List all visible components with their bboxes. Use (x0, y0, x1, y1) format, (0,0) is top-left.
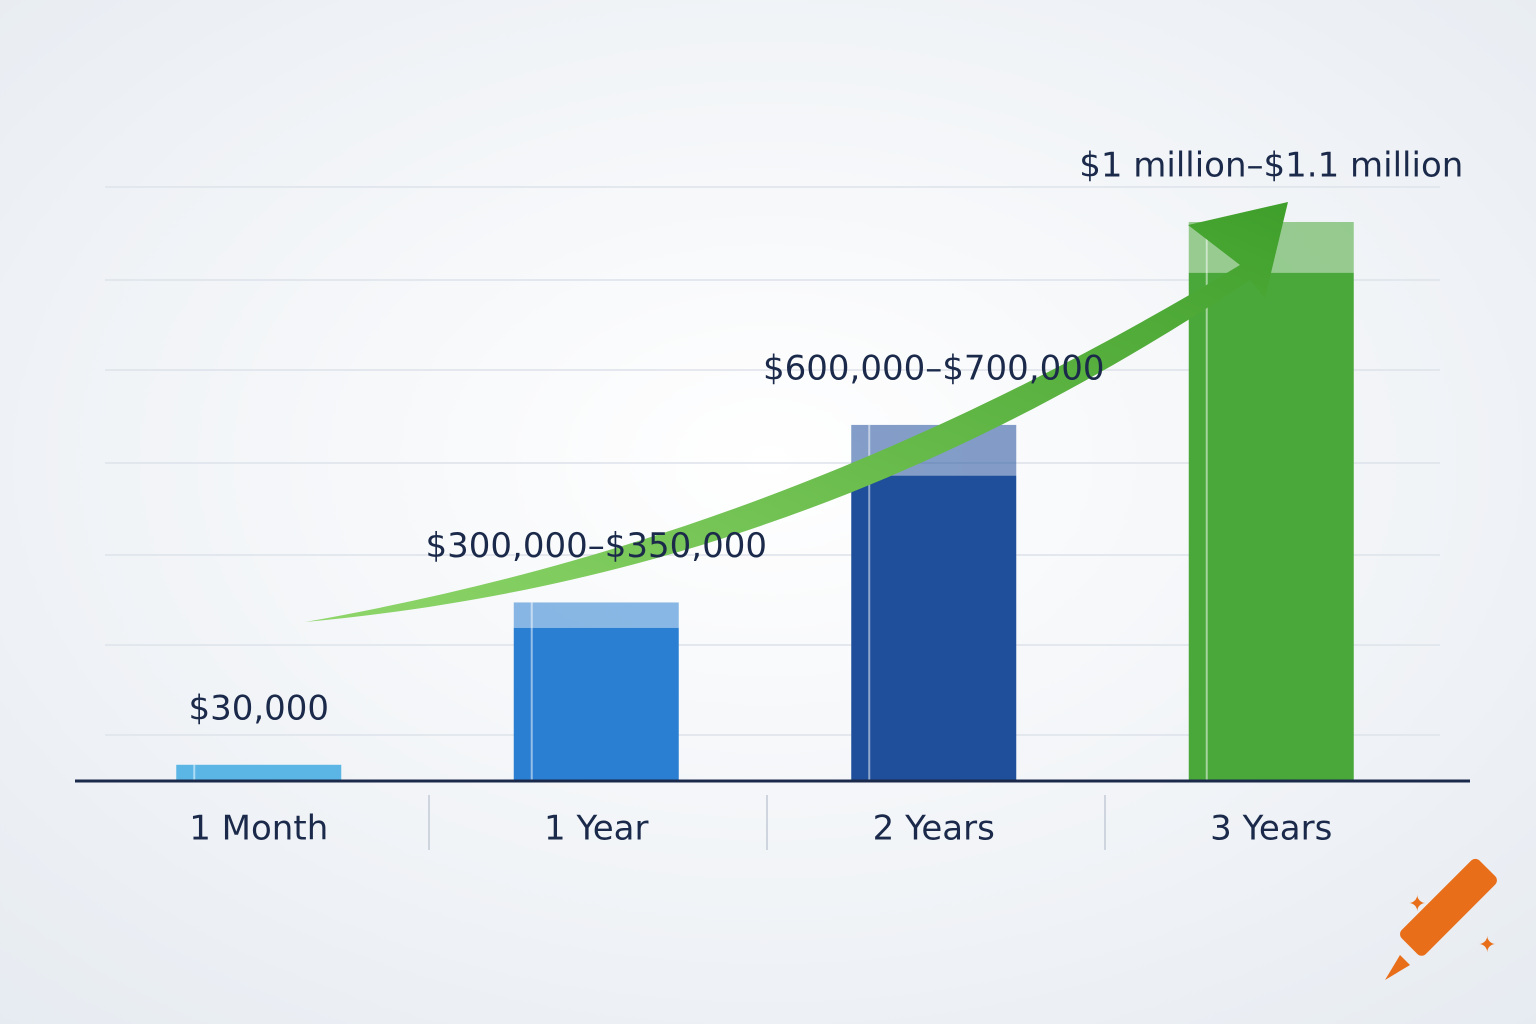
x-tick-label: 1 Year (544, 809, 648, 849)
value-label: $300,000–$350,000 (426, 526, 767, 566)
x-tick-label: 1 Month (189, 809, 328, 849)
bar (1188, 272, 1354, 780)
logo: ✦ ✦ (1385, 858, 1497, 980)
bar (176, 764, 342, 780)
bars (176, 222, 1354, 780)
dividers (428, 795, 1106, 850)
value-label: $1 million–$1.1 million (1079, 146, 1463, 186)
bar (513, 627, 679, 780)
svg-text:✦: ✦ (1478, 933, 1496, 958)
x-tick-label: 2 Years (873, 809, 995, 849)
value-label: $30,000 (188, 688, 329, 728)
svg-text:✦: ✦ (1408, 892, 1426, 917)
bar (851, 475, 1017, 780)
x-tick-label: 3 Years (1210, 809, 1332, 849)
bar-range (513, 602, 679, 628)
value-label: $600,000–$700,000 (763, 348, 1104, 388)
